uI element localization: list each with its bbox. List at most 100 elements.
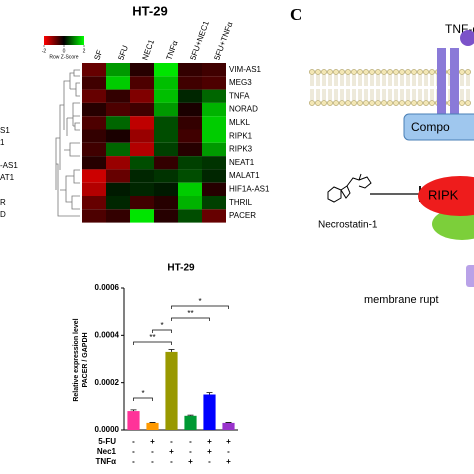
heatmap-cell [154, 102, 178, 117]
lipid-head [309, 100, 315, 106]
row-label: MEG3 [229, 78, 252, 87]
heatmap-cell [202, 89, 226, 103]
lipid-tail [388, 75, 392, 100]
lipid-head [399, 69, 405, 75]
complex-label: Compo [411, 120, 450, 134]
heatmap-cell [130, 169, 154, 183]
colorbar-tick-label: -2 [42, 48, 47, 54]
lipid-tail [352, 75, 356, 100]
heatmap-cell [130, 196, 154, 210]
significance-bracket [171, 317, 210, 321]
lipid-tail [328, 75, 332, 100]
heatmap-cell [106, 156, 130, 170]
column-label: NEC1 [140, 38, 156, 62]
left-fragment: S1 1 -AS1 AT1 R D [0, 126, 18, 219]
lipid-head [321, 100, 327, 106]
heatmap-cell [130, 142, 154, 157]
heatmap-cell [202, 63, 226, 77]
heatmap-cell [178, 182, 202, 196]
heatmap-cell [130, 156, 154, 170]
heatmap-cell [178, 116, 202, 130]
lipid-tail [406, 75, 410, 100]
treatment-label: TNFα [96, 457, 117, 466]
row-label: HIF1A-AS1 [229, 184, 270, 193]
heatmap-cell [202, 116, 226, 130]
chart-title: HT-29 [132, 3, 167, 18]
fragment-label: AT1 [0, 173, 15, 182]
treatment-label: 5-FU [98, 437, 116, 446]
outcome-label: membrane rupt [364, 294, 439, 306]
error-bar [168, 349, 175, 352]
lipid-tail [322, 75, 326, 100]
treatment-sign: + [150, 437, 155, 446]
heatmap-cell [130, 182, 154, 196]
y-tick-label: 0.0004 [95, 330, 120, 339]
heatmap-cell [106, 182, 130, 196]
treatment-sign: - [132, 437, 135, 446]
lipid-head [465, 69, 471, 75]
heatmap-cell [202, 209, 226, 223]
heatmap-cell [130, 76, 154, 90]
significance-label: * [198, 297, 201, 306]
lipid-head [345, 69, 351, 75]
y-tick-label: 0.0006 [95, 283, 120, 292]
row-label: NEAT1 [229, 158, 255, 167]
treatment-sign: - [227, 447, 230, 456]
lipid-tail [412, 75, 416, 100]
y-tick-label: 0.0002 [95, 378, 120, 387]
lipid-head [459, 69, 465, 75]
heatmap-cell [106, 116, 130, 130]
significance-label: * [160, 321, 163, 330]
lipid-head [339, 100, 345, 106]
heatmap-cell [154, 182, 178, 196]
lipid-tail [376, 75, 380, 100]
heatmap-cell [178, 129, 202, 143]
lipid-head [393, 100, 399, 106]
heatmap-cell [106, 89, 130, 103]
treatment-sign: - [189, 447, 192, 456]
bar [146, 422, 159, 430]
lipid-head [465, 100, 471, 106]
lipid-tail [382, 75, 386, 100]
lipid-head [393, 69, 399, 75]
lipid-tail [310, 75, 314, 100]
fragment-label: 1 [0, 138, 5, 147]
y-tick-label: 0.0000 [95, 425, 120, 434]
pore [466, 265, 474, 287]
y-axis-label-line: PACER / GAPDH [82, 332, 89, 387]
significance-bracket [133, 341, 172, 345]
receptor [437, 48, 446, 118]
heatmap-cell [154, 209, 178, 223]
lipid-head [411, 69, 417, 75]
receptor [450, 48, 459, 118]
row-label: RIPK3 [229, 145, 253, 154]
row-label: PACER [229, 211, 256, 220]
heatmap-cell [154, 169, 178, 183]
significance-bracket [133, 397, 153, 401]
lipid-tail [424, 75, 428, 100]
heatmap-cell [82, 209, 106, 223]
heatmap-cell [178, 142, 202, 157]
lipid-head [381, 69, 387, 75]
fragment-label: S1 [0, 126, 10, 135]
column-label: TNFα [164, 39, 179, 61]
heatmap-cell [82, 102, 106, 117]
colorbar [44, 36, 84, 45]
heatmap-cell [106, 102, 130, 117]
heatmap-cell [130, 209, 154, 223]
row-label: TNFA [229, 91, 250, 100]
lipid-head [375, 100, 381, 106]
lipid-tail [364, 75, 368, 100]
inhibitor-label: Necrostatin-1 [318, 220, 378, 231]
heatmap-cell [154, 63, 178, 77]
treatment-sign: - [189, 437, 192, 446]
lipid-head [411, 100, 417, 106]
heatmap-cell [82, 142, 106, 157]
row-label: MLKL [229, 118, 250, 127]
colorbar-tick-label: 0 [63, 48, 66, 54]
lipid-head [375, 69, 381, 75]
lipid-head [423, 69, 429, 75]
lipid-head [363, 69, 369, 75]
